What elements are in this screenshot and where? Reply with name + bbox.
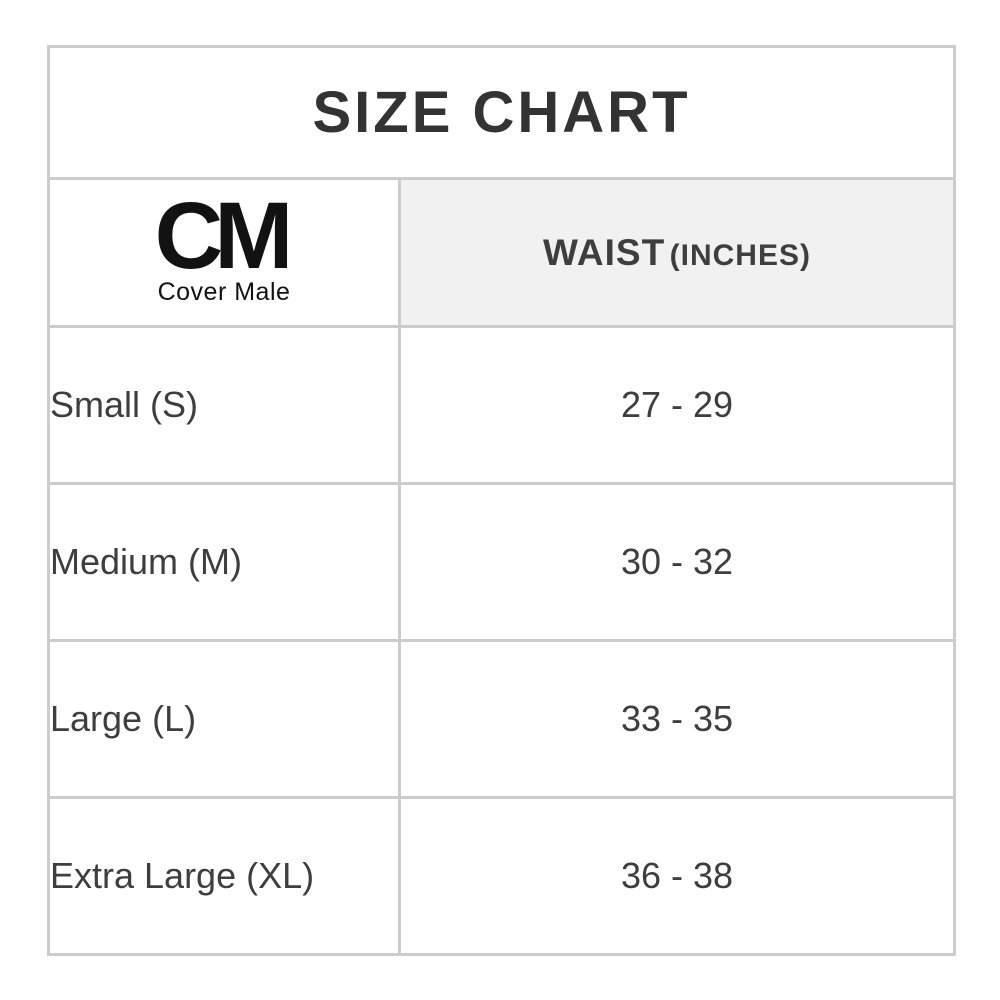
table-row-large: Large (L) 33 - 35	[47, 639, 956, 799]
waist-range: 33 - 35	[398, 639, 956, 799]
chart-title-cell: SIZE CHART	[47, 45, 956, 180]
waist-range: 36 - 38	[398, 796, 956, 956]
waist-range: 27 - 29	[398, 325, 956, 485]
table-row-medium: Medium (M) 30 - 32	[47, 482, 956, 642]
table-row-extra-large: Extra Large (XL) 36 - 38	[47, 796, 956, 956]
waist-column-header: WAIST (INCHES)	[398, 177, 956, 328]
title-row: SIZE CHART	[47, 45, 956, 180]
waist-header-label: WAIST	[543, 231, 666, 273]
brand-logo: CM Cover Male	[154, 182, 294, 308]
brand-name: Cover Male	[157, 278, 291, 307]
size-label: Small (S)	[47, 325, 401, 485]
brand-initials: CM	[154, 182, 294, 289]
size-label: Medium (M)	[47, 482, 401, 642]
waist-range: 30 - 32	[398, 482, 956, 642]
waist-header-unit: (INCHES)	[669, 238, 811, 272]
header-row: CM Cover Male WAIST (INCHES)	[47, 177, 956, 328]
size-chart-table: SIZE CHART CM Cover Male WAIST (INCHES) …	[47, 45, 956, 956]
page-title: SIZE CHART	[312, 80, 691, 145]
size-label: Extra Large (XL)	[47, 796, 401, 956]
brand-logo-cell: CM Cover Male	[47, 177, 401, 328]
table-row-small: Small (S) 27 - 29	[47, 325, 956, 485]
size-label: Large (L)	[47, 639, 401, 799]
